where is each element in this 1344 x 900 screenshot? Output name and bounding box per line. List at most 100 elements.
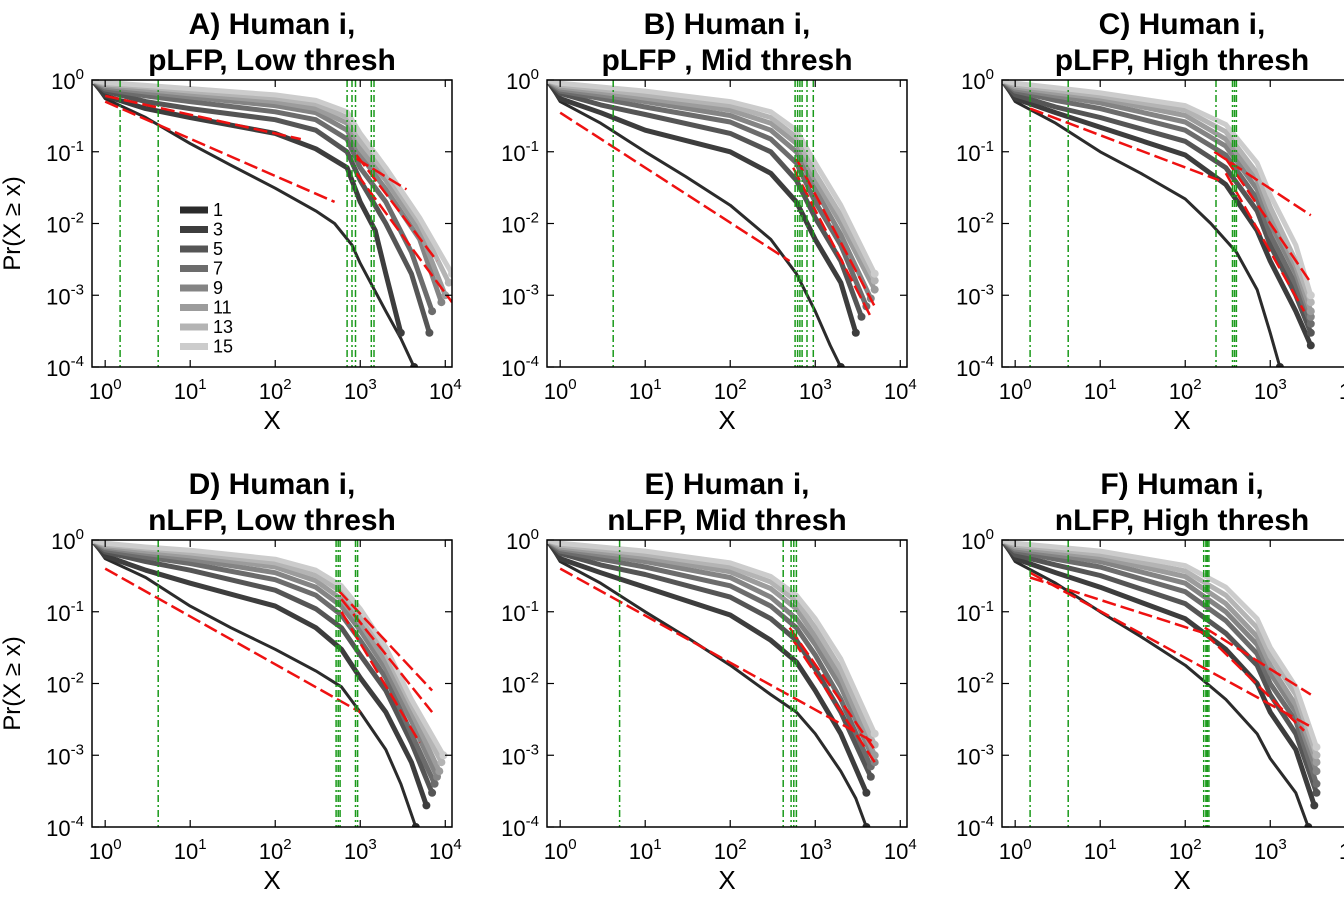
series-start-marker-15: [92, 540, 96, 544]
powerlaw-fit-line: [355, 154, 438, 262]
panel-title-line2: pLFP, High thresh: [1055, 44, 1309, 77]
series-end-marker-13: [1306, 298, 1315, 307]
panel-title-line1: D) Human i,: [189, 468, 356, 501]
powerlaw-fit-line: [795, 158, 876, 307]
y-tick-label: 10-4: [956, 353, 994, 381]
powerlaw-fit-line: [1029, 107, 1220, 182]
series-end-marker-5: [428, 788, 437, 797]
x-tick-label: 101: [174, 376, 207, 404]
y-tick-label: 100: [506, 66, 539, 94]
series-end-marker-15: [870, 729, 879, 738]
x-tick-label: 102: [1169, 376, 1202, 404]
x-tick-label: 104: [884, 376, 917, 404]
series-end-marker-5: [857, 312, 866, 321]
powerlaw-fit-line: [1204, 626, 1312, 696]
powerlaw-fit-line: [337, 589, 434, 692]
series-end-marker-7: [1312, 779, 1321, 788]
y-tick-label: 10-3: [956, 741, 994, 769]
series-end-marker-5: [1306, 328, 1315, 337]
powerlaw-fit-line: [792, 639, 876, 763]
y-tick-label: 10-4: [46, 353, 84, 381]
y-tick-label: 100: [51, 526, 84, 554]
x-tick-label: 101: [629, 836, 662, 864]
x-tick-label: 103: [1254, 836, 1287, 864]
x-tick-label: 104: [429, 376, 462, 404]
powerlaw-fit-line: [1224, 157, 1312, 284]
series-end-marker-3: [851, 328, 860, 337]
x-tick-label: 102: [714, 376, 747, 404]
series-end-marker-1: [836, 363, 845, 367]
powerlaw-fit-line: [355, 172, 452, 303]
legend-label-3: 3: [213, 220, 223, 240]
series-end-marker-1: [862, 823, 871, 827]
x-tick-label: 103: [1254, 376, 1287, 404]
legend-label-13: 13: [213, 317, 233, 337]
powerlaw-fit-line: [559, 567, 876, 744]
series-start-marker-15: [1002, 540, 1006, 544]
series-line-7: [547, 80, 869, 309]
x-tick-label: 104: [884, 836, 917, 864]
series-end-marker-13: [1312, 751, 1321, 760]
x-tick-label: 102: [714, 836, 747, 864]
y-tick-label: 10-2: [956, 210, 994, 238]
series-line-5: [1002, 80, 1314, 336]
panel-a: A) Human i,pLFP, Low thresh 100 101 102 103 1…: [0, 8, 462, 435]
series-end-marker-15: [1306, 291, 1315, 300]
series-end-marker-11: [870, 285, 879, 294]
x-axis-label: X: [718, 405, 735, 435]
y-tick-label: 10-1: [46, 598, 84, 626]
x-tick-label: 100: [544, 836, 577, 864]
panel-d: D) Human i,nLFP, Low thresh 100 101 102 103 1…: [0, 468, 462, 895]
panel-title-line2: pLFP , Mid thresh: [601, 44, 852, 77]
series-line-1: [1002, 540, 1310, 827]
y-tick-label: 100: [961, 526, 994, 554]
x-tick-label: 100: [89, 376, 122, 404]
series-line-3: [92, 80, 404, 336]
powerlaw-fit-line: [104, 100, 336, 204]
series-start-marker-15: [547, 540, 551, 544]
powerlaw-fit-line: [340, 611, 421, 744]
y-tick-label: 10-2: [501, 210, 539, 238]
series-end-marker-1: [1275, 363, 1284, 367]
series-end-marker-1: [411, 823, 420, 827]
series-end-marker-1: [1304, 823, 1313, 827]
x-tick-label: 101: [174, 836, 207, 864]
series-end-marker-7: [428, 307, 437, 316]
panel-title-line1: B) Human i,: [644, 8, 811, 41]
panel-c: C) Human i,pLFP, High thresh 100 101 102 103…: [956, 8, 1344, 435]
x-tick-label: 101: [1084, 376, 1117, 404]
series-end-marker-9: [1312, 767, 1321, 776]
x-tick-label: 100: [999, 376, 1032, 404]
powerlaw-fit-line: [788, 626, 876, 751]
series-line-3: [92, 540, 429, 808]
series-end-marker-11: [1306, 307, 1315, 316]
y-axis-label: Pr(X ≥ x): [0, 636, 26, 731]
x-tick-label: 103: [799, 376, 832, 404]
legend-label-15: 15: [213, 337, 233, 357]
legend-label-1: 1: [213, 200, 223, 220]
powerlaw-fit-line: [104, 567, 361, 714]
x-tick-label: 103: [799, 836, 832, 864]
panel-title-line2: nLFP, Mid thresh: [607, 504, 846, 537]
series-line-1: [1002, 80, 1282, 367]
series-end-marker-15: [439, 751, 448, 760]
x-axis-label: X: [263, 405, 280, 435]
x-tick-label: 104: [1339, 376, 1344, 404]
plot-area: [1002, 80, 1315, 367]
y-axis-label: Pr(X ≥ x): [0, 176, 26, 271]
series-line-5: [547, 80, 864, 320]
y-tick-label: 10-1: [501, 598, 539, 626]
x-tick-label: 101: [629, 376, 662, 404]
series-line-1: [547, 540, 868, 827]
series-line-3: [547, 80, 859, 336]
panel-title-line2: pLFP, Low thresh: [148, 44, 396, 77]
series-end-marker-15: [870, 269, 879, 278]
plot-area: [1002, 540, 1321, 827]
legend-label-9: 9: [213, 278, 223, 298]
series-line-7: [92, 80, 435, 314]
y-tick-label: 10-1: [956, 138, 994, 166]
powerlaw-fit-line: [355, 157, 408, 191]
series-end-marker-3: [422, 801, 431, 810]
panel-title-line1: F) Human i,: [1100, 468, 1263, 501]
series-line-7: [547, 540, 874, 769]
